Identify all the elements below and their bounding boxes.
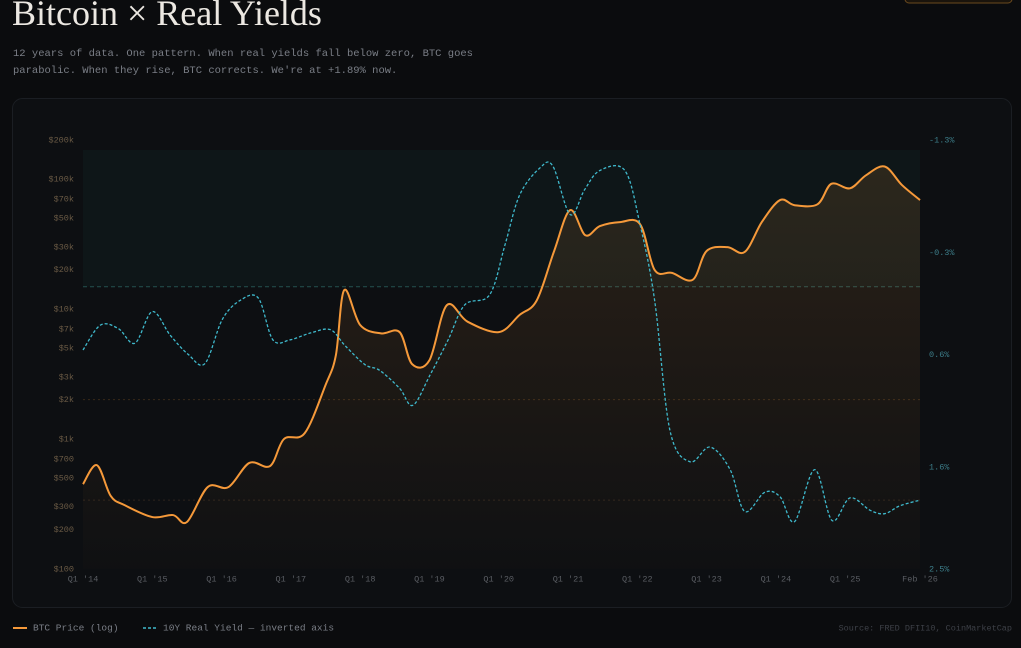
y-tick-label: $1k [59,434,74,444]
y-tick-label: $50k [54,213,74,223]
btc-line [82,165,921,525]
y-tick-label: $7k [59,324,74,334]
x-tick-label: Q1 '16 [206,574,237,584]
y2-tick-label: -0.3% [929,248,955,258]
chart-title: Bitcoin × Real Yields [12,0,322,33]
x-tick-label: Q1 '14 [68,574,99,584]
x-tick-label: Q1 '21 [553,574,584,584]
plot-area: $100 $200 $300 $500 $700 $1k $2k $3k $5k $7k $10k $… [48,135,955,584]
legend-label: 10Y Real Yield — inverted axis [163,623,334,634]
y-tick-label: $200 [54,525,74,535]
x-tick-label: Q1 '19 [414,574,445,584]
y-tick-label: $30k [54,242,74,252]
y-tick-label: $3k [59,372,74,382]
y-tick-label: $10k [54,304,74,314]
y-tick-label: $5k [59,343,74,353]
x-tick-label: Q1 '25 [830,574,861,584]
x-tick-label: Feb '26 [902,574,938,584]
legend-label: BTC Price (log) [33,623,119,634]
y-tick-label: $500 [54,473,74,483]
x-tick-label: Q1 '24 [761,574,792,584]
x-tick-label: Q1 '17 [276,574,307,584]
y-tick-label: $200k [48,135,74,145]
x-tick-label: Q1 '23 [691,574,722,584]
yield-line [82,161,921,523]
y2-tick-label: 0.6% [929,350,950,360]
x-tick-label: Q1 '15 [137,574,168,584]
x-tick-label: Q1 '18 [345,574,376,584]
y-tick-label: $100 [54,564,74,574]
chart-subtitle: 12 years of data. One pattern. When real… [13,48,473,77]
x-tick-label: Q1 '20 [483,574,514,584]
source-note: Source: FRED DFII10, CoinMarketCap [839,623,1012,633]
y-tick-label: $2k [59,395,74,405]
y-tick-label: $70k [54,195,74,205]
y-tick-label: $20k [54,265,74,275]
y2-tick-label: 2.5% [929,564,950,574]
y-tick-label: $300 [54,502,74,512]
btc-area [83,166,920,569]
header-button[interactable] [904,0,1013,4]
y2-tick-label: 1.6% [929,463,950,473]
y-tick-label: $100k [48,174,74,184]
y2-tick-label: -1.3% [929,135,955,145]
y-tick-label: $700 [54,454,74,464]
x-tick-label: Q1 '22 [622,574,653,584]
